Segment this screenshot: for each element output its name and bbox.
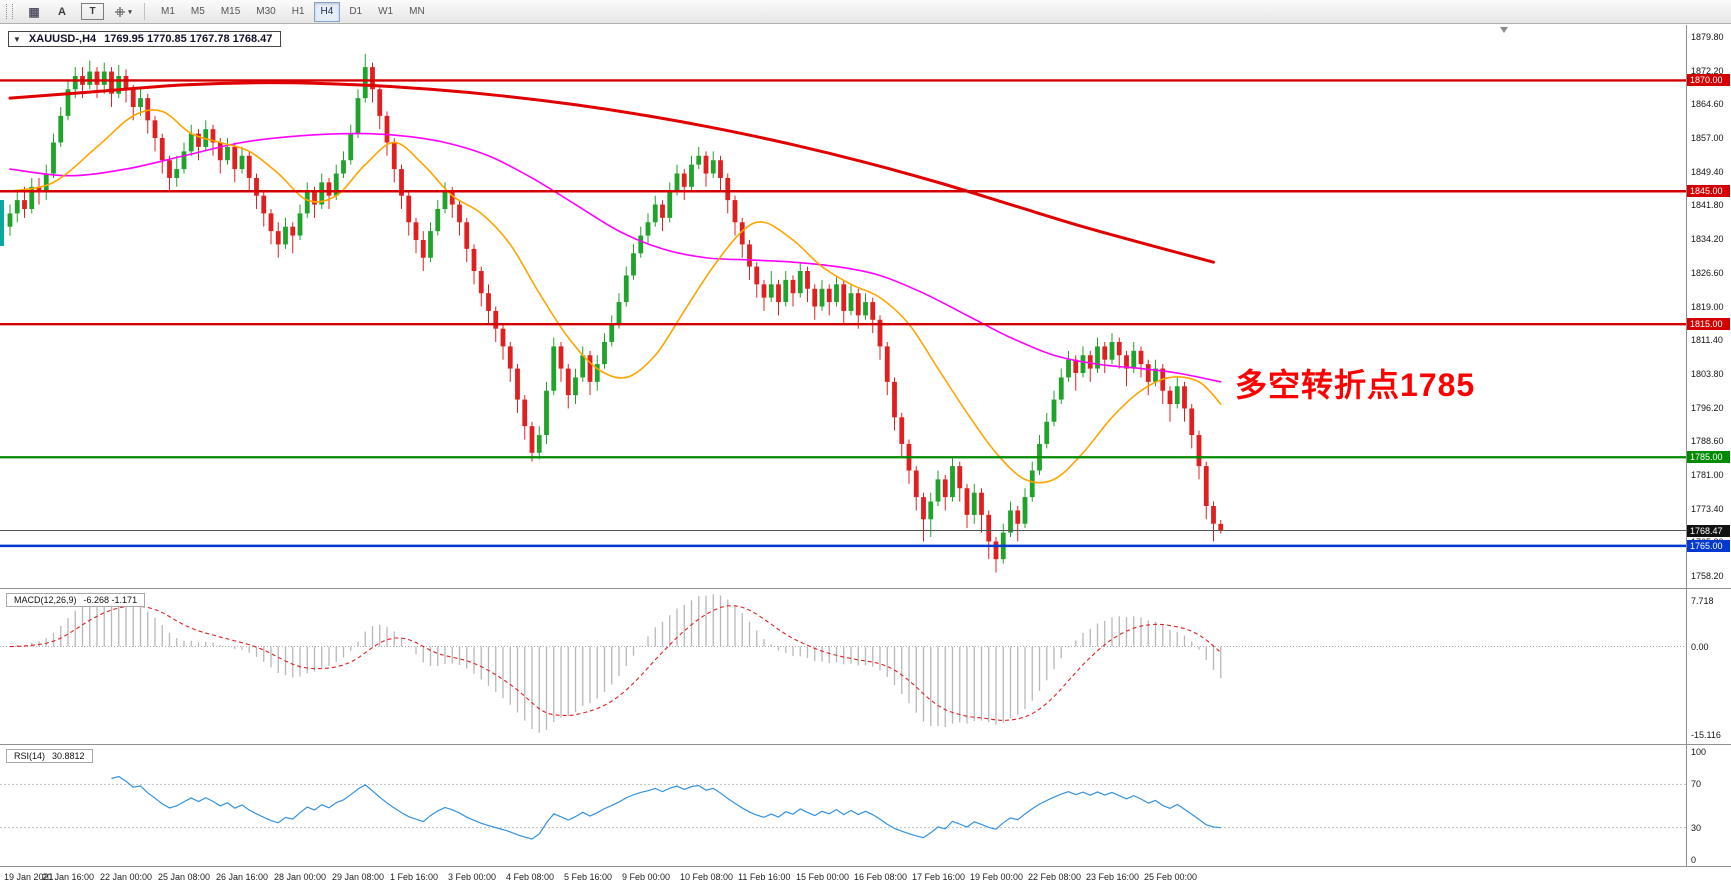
left-edge-marker xyxy=(0,200,4,246)
rsi-axis-label: 0 xyxy=(1691,855,1697,865)
toolbar-separator xyxy=(144,3,145,20)
timeframe-group: M1 M5 M15 M30 H1 H4 D1 W1 MN xyxy=(153,1,433,22)
price-level-tag: 1785.00 xyxy=(1687,451,1730,464)
price-axis-label: 1803.80 xyxy=(1691,368,1724,379)
macd-title: MACD(12,26,9) xyxy=(14,595,77,605)
rsi-title: RSI(14) xyxy=(14,751,46,761)
time-axis[interactable]: 19 Jan 2021 20 Jan 16:00 22 Jan 00:00 25 Ja… xyxy=(0,867,1731,896)
timeframe-w1[interactable]: W1 xyxy=(378,6,394,17)
timeframe-m5[interactable]: M5 xyxy=(190,6,205,17)
time-axis-label: 23 Feb 16:00 xyxy=(1086,872,1140,882)
time-axis-label: 22 Feb 08:00 xyxy=(1028,872,1082,882)
price-axis-label: 1819.00 xyxy=(1691,301,1724,312)
time-axis-label: 20 Jan 16:00 xyxy=(42,872,95,882)
time-axis-label: 25 Jan 08:00 xyxy=(158,872,211,882)
price-axis-label: 1879.80 xyxy=(1691,31,1724,42)
top-toolbar: ▦ A T ▾ M1 M5 M15 M30 H1 H4 D1 W1 MN xyxy=(0,0,1731,24)
text-tool-button[interactable]: T xyxy=(81,3,104,20)
dropdown-arrow-icon: ▾ xyxy=(128,8,132,16)
time-axis-label: 3 Feb 00:00 xyxy=(448,872,497,882)
ma-slow-red xyxy=(8,81,1215,264)
price-axis-label: 1864.60 xyxy=(1691,99,1724,110)
price-level-tag: 1845.00 xyxy=(1687,185,1730,198)
rsi-axis-label: 100 xyxy=(1691,747,1707,757)
rsi-axis-label: 70 xyxy=(1691,779,1702,790)
ma-fast-orange xyxy=(9,109,1222,484)
main-chart[interactable] xyxy=(0,25,1686,588)
symbol-header[interactable]: ▼ XAUUSD-,H4 1769.95 1770.85 1767.78 176… xyxy=(8,31,282,47)
price-axis-label: 1841.80 xyxy=(1691,200,1724,211)
ma-mid-magenta xyxy=(9,132,1222,383)
price-axis-label: 1811.40 xyxy=(1691,335,1723,346)
price-level-tag: 1815.00 xyxy=(1687,318,1730,331)
timeframe-m15[interactable]: M15 xyxy=(220,6,241,17)
time-axis-label: 1 Feb 16:00 xyxy=(390,872,439,882)
symbol-label: XAUUSD-,H4 xyxy=(28,33,97,45)
cursor-a-button[interactable]: A xyxy=(58,5,66,18)
price-axis-label: 1872.20 xyxy=(1691,65,1724,76)
time-axis-label: 19 Jan 2021 xyxy=(4,872,54,882)
rsi-label: RSI(14) 30.8812 xyxy=(6,749,93,763)
chart-shift-marker-icon[interactable] xyxy=(1500,27,1508,33)
time-axis-label: 10 Feb 08:00 xyxy=(680,872,734,882)
chart-annotation: 多空转折点1785 xyxy=(1235,367,1476,403)
panel-separator[interactable] xyxy=(0,744,1731,745)
price-axis-label: 1781.00 xyxy=(1691,469,1724,480)
axis-separator xyxy=(1686,25,1687,867)
time-axis-label: 26 Jan 16:00 xyxy=(216,872,269,882)
rsi-panel[interactable] xyxy=(0,746,1686,866)
macd-axis-label: 0.00 xyxy=(1691,641,1709,652)
panel-separator[interactable] xyxy=(0,588,1731,589)
price-axis-label: 1857.00 xyxy=(1691,133,1724,144)
timeframe-h1[interactable]: H1 xyxy=(291,6,305,17)
macd-label: MACD(12,26,9) -6.268 -1.171 xyxy=(6,593,146,607)
time-axis-label: 25 Feb 00:00 xyxy=(1144,872,1198,882)
price-axis-label: 1796.20 xyxy=(1691,402,1724,413)
time-axis-label: 4 Feb 08:00 xyxy=(506,872,555,882)
macd-values: -6.268 -1.171 xyxy=(83,595,138,605)
chart-grid-button[interactable]: ▦ xyxy=(21,2,47,22)
timeframe-m1[interactable]: M1 xyxy=(161,6,175,17)
crosshair-icon xyxy=(115,6,126,17)
rsi-axis[interactable]: 100 70 30 0 xyxy=(1687,746,1730,866)
price-axis-label: 1788.60 xyxy=(1691,436,1724,447)
time-axis-label: 9 Feb 00:00 xyxy=(622,872,671,882)
timeframe-mn[interactable]: MN xyxy=(409,6,425,17)
time-axis-label: 28 Jan 00:00 xyxy=(274,872,327,882)
panel-separator xyxy=(0,866,1731,867)
price-axis-label: 1826.60 xyxy=(1691,267,1724,278)
price-axis-label: 1834.20 xyxy=(1691,234,1724,245)
time-axis-label: 29 Jan 08:00 xyxy=(332,872,385,882)
macd-panel[interactable] xyxy=(0,590,1686,744)
time-axis-label: 19 Feb 00:00 xyxy=(970,872,1024,882)
price-axis-label: 1849.40 xyxy=(1691,166,1724,177)
collapse-arrow-icon[interactable]: ▼ xyxy=(13,34,21,44)
price-level-tag: 1768.47 xyxy=(1687,524,1730,537)
grid-icon: ▦ xyxy=(28,4,40,19)
timeframe-d1[interactable]: D1 xyxy=(349,6,363,17)
time-axis-label: 11 Feb 16:00 xyxy=(738,872,791,882)
time-axis-label: 15 Feb 00:00 xyxy=(796,872,850,882)
time-axis-label: 5 Feb 16:00 xyxy=(564,872,613,882)
macd-axis-label: -15.116 xyxy=(1691,729,1721,740)
toolbar-grip[interactable] xyxy=(6,4,13,19)
rsi-axis-label: 30 xyxy=(1691,822,1702,833)
price-level-tag: 1765.00 xyxy=(1687,539,1730,552)
time-axis-label: 16 Feb 08:00 xyxy=(854,872,908,882)
price-axis-label: 1758.20 xyxy=(1691,571,1724,582)
price-axis[interactable]: 1879.80 1872.20 1864.60 1857.00 1849.40 1841.… xyxy=(1687,25,1730,588)
timeframe-h4[interactable]: H4 xyxy=(313,1,341,22)
macd-axis-label: 7.718 xyxy=(1691,596,1714,607)
price-level-tag: 1870.00 xyxy=(1687,74,1730,87)
timeframe-m30[interactable]: M30 xyxy=(256,6,276,17)
drawing-tools-button[interactable]: ▾ xyxy=(110,2,136,22)
macd-axis[interactable]: 7.718 0.00 -15.116 xyxy=(1687,590,1730,744)
price-axis-label: 1773.40 xyxy=(1691,503,1724,514)
time-axis-label: 22 Jan 00:00 xyxy=(100,872,153,882)
ohlc-values: 1769.95 1770.85 1767.78 1768.47 xyxy=(104,33,273,45)
rsi-value: 30.8812 xyxy=(52,751,85,761)
time-axis-label: 17 Feb 16:00 xyxy=(912,872,966,882)
